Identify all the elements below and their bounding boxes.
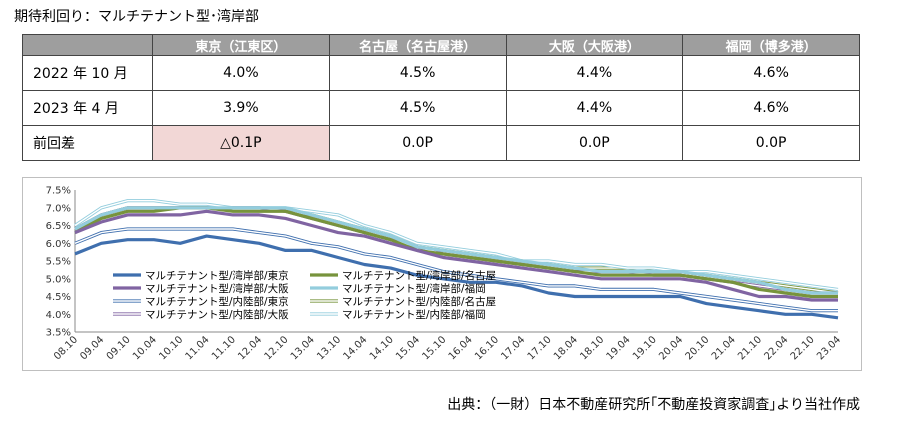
x-tick-label: 15.04 (394, 334, 422, 362)
x-tick-label: 22.10 (789, 334, 817, 362)
table-cell: 3.9% (152, 90, 330, 126)
yield-table: 東京（江東区） 名古屋（名古屋港） 大阪（大阪港） 福岡（博多港） 2022 年… (22, 34, 860, 161)
x-tick-label: 10.10 (157, 334, 185, 362)
legend-label: マルチテナント型/内陸部/大阪 (145, 308, 289, 321)
series-line-1 (74, 234, 839, 320)
x-tick-label: 14.10 (368, 334, 396, 362)
x-tick-label: 17.04 (499, 334, 527, 362)
x-tick-label: 19.04 (605, 334, 633, 362)
table-row: 前回差 △0.1P 0.0P 0.0P 0.0P (22, 125, 860, 161)
x-tick-label: 12.04 (236, 334, 264, 362)
x-tick-label: 16.04 (447, 334, 475, 362)
table-header-fukuoka: 福岡（博多港） (682, 34, 860, 56)
legend-label: マルチテナント型/内陸部/福岡 (342, 308, 486, 321)
x-tick-label: 10.04 (131, 334, 159, 362)
x-tick-label: 16.10 (473, 334, 501, 362)
table-cell: 0.0P (505, 125, 684, 161)
y-tick-label: 5.5% (46, 257, 71, 268)
legend-item: マルチテナント型/内陸部/福岡 (310, 308, 486, 321)
series-lines (74, 199, 839, 320)
x-tick-label: 18.04 (552, 334, 580, 362)
table-cell-highlighted: △0.1P (152, 125, 330, 161)
table-header-nagoya: 名古屋（名古屋港） (328, 34, 507, 56)
table-header-osaka: 大阪（大阪港） (505, 34, 684, 56)
x-tick-label: 09.10 (105, 334, 133, 362)
series-line-8 (74, 199, 839, 291)
source-note: 出典：（一財）日本不動産研究所｢不動産投資家調査｣より当社作成 (447, 397, 860, 413)
table-cell: 4.4% (505, 90, 684, 126)
table-cell: 4.6% (682, 90, 860, 126)
legend-item: マルチテナント型/湾岸部/名古屋 (310, 269, 496, 282)
x-tick-label: 15.10 (420, 334, 448, 362)
x-tick-label: 20.10 (684, 334, 712, 362)
row-label: 2023 年 4 月 (22, 90, 153, 126)
x-tick-label: 11.04 (184, 334, 212, 362)
table-cell: 0.0P (682, 125, 860, 161)
x-tick-label: 21.10 (736, 334, 764, 362)
table-header-tokyo: 東京（江東区） (152, 34, 330, 56)
legend-label: マルチテナント型/湾岸部/名古屋 (342, 269, 496, 282)
x-tick-label: 11.10 (210, 334, 238, 362)
legend-item: マルチテナント型/湾岸部/福岡 (310, 282, 486, 295)
table-cell: 4.5% (328, 90, 507, 126)
row-label: 前回差 (22, 125, 153, 161)
legend-label: マルチテナント型/湾岸部/大阪 (145, 282, 289, 295)
legend-label: マルチテナント型/内陸部/東京 (145, 295, 289, 308)
y-tick-label: 6.0% (46, 239, 71, 250)
x-tick-label: 23.04 (815, 334, 843, 362)
x-tick-label: 22.04 (762, 334, 790, 362)
x-tick-label: 18.10 (578, 334, 606, 362)
x-tick-label: 14.04 (342, 334, 370, 362)
x-tick-label: 09.04 (78, 334, 106, 362)
table-row: 2023 年 4 月 3.9% 4.5% 4.4% 4.6% (22, 90, 860, 126)
page-title: 期待利回り：マルチテナント型･湾岸部 (14, 9, 259, 25)
x-tick-label: 20.04 (657, 334, 685, 362)
table-header-corner (22, 34, 153, 56)
x-axis: 08.1009.0409.1010.0410.1011.0411.1012.04… (52, 331, 843, 362)
chart-frame: 3.5% 4.0% 4.5% 5.0% 5.5% 6.0% 6.5% 7.0% 7.5% 08.… (22, 177, 862, 371)
table-cell: 4.5% (328, 55, 507, 91)
y-tick-label: 4.0% (46, 310, 71, 321)
y-tick-label: 6.5% (46, 221, 71, 232)
legend-item: マルチテナント型/内陸部/大阪 (113, 308, 289, 321)
x-tick-label: 19.10 (631, 334, 659, 362)
legend-item: マルチテナント型/内陸部/東京 (113, 295, 289, 308)
table-header-row: 東京（江東区） 名古屋（名古屋港） 大阪（大阪港） 福岡（博多港） (22, 34, 860, 56)
y-tick-label: 7.5% (46, 186, 71, 197)
line-chart: 3.5% 4.0% 4.5% 5.0% 5.5% 6.0% 6.5% 7.0% 7.5% 08.… (46, 186, 844, 363)
y-axis: 3.5% 4.0% 4.5% 5.0% 5.5% 6.0% 6.5% 7.0% 7.5% (46, 186, 76, 339)
table-cell: 0.0P (328, 125, 507, 161)
series-line-8-inner (74, 200, 839, 291)
table-cell: 4.0% (152, 55, 330, 91)
legend-item: マルチテナント型/内陸部/名古屋 (310, 295, 496, 308)
table-row: 2022 年 10 月 4.0% 4.5% 4.4% 4.6% (22, 55, 860, 91)
series-line-5 (74, 227, 838, 313)
series-line-3 (74, 209, 838, 302)
legend-item: マルチテナント型/湾岸部/東京 (113, 269, 289, 282)
x-tick-label: 17.10 (526, 334, 554, 362)
legend-label: マルチテナント型/湾岸部/東京 (145, 269, 289, 282)
x-tick-label: 13.04 (289, 334, 317, 362)
y-tick-label: 7.0% (46, 203, 71, 214)
y-tick-label: 3.5% (46, 328, 71, 339)
legend-label: マルチテナント型/内陸部/名古屋 (342, 295, 496, 308)
table-cell: 4.4% (505, 55, 684, 91)
legend-label: マルチテナント型/湾岸部/福岡 (342, 282, 486, 295)
x-tick-label: 12.10 (263, 334, 291, 362)
table-cell: 4.6% (682, 55, 860, 91)
series-line-4 (74, 206, 838, 295)
series-line-5-inner (74, 228, 838, 312)
chart-legend: マルチテナント型/湾岸部/東京 マルチテナント型/湾岸部/名古屋マルチテナント型/… (113, 269, 496, 321)
x-tick-label: 08.10 (52, 334, 80, 362)
x-tick-label: 13.10 (315, 334, 343, 362)
x-tick-label: 21.04 (710, 334, 738, 362)
y-tick-label: 4.5% (46, 292, 71, 303)
legend-item: マルチテナント型/湾岸部/大阪 (113, 282, 289, 295)
y-tick-label: 5.0% (46, 274, 71, 285)
row-label: 2022 年 10 月 (22, 55, 153, 91)
